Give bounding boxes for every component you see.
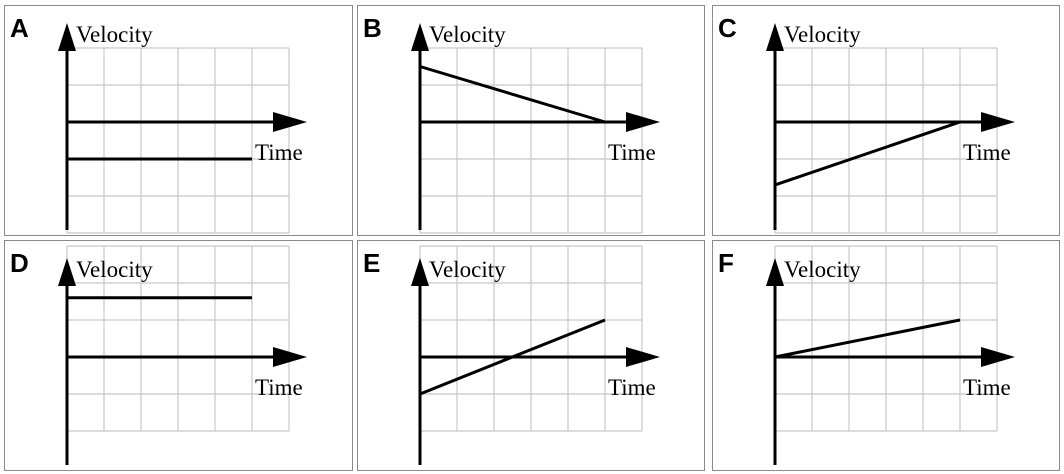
y-axis-arrowhead	[58, 23, 76, 51]
y-axis-arrowhead	[766, 258, 784, 286]
x-axis-label: Time	[963, 375, 1011, 400]
x-axis-arrowhead	[273, 347, 307, 367]
panel-label: C	[718, 13, 737, 43]
velocity-line	[774, 120, 961, 187]
panel-label: E	[363, 248, 380, 278]
velocity-line	[774, 318, 961, 359]
y-axis-label: Velocity	[429, 257, 506, 282]
y-axis-label: Velocity	[76, 257, 153, 282]
panel-b: B Velocity Time	[357, 5, 705, 236]
panel-label: D	[10, 248, 29, 278]
y-axis-label: Velocity	[76, 22, 153, 47]
x-axis-label: Time	[963, 140, 1011, 165]
panel-f: F Velocity Time	[712, 240, 1060, 471]
x-axis-label: Time	[255, 140, 303, 165]
x-axis-label: Time	[255, 375, 303, 400]
panel-label: B	[363, 13, 382, 43]
x-axis-arrowhead	[273, 112, 307, 132]
y-axis-label: Velocity	[784, 22, 861, 47]
x-axis-arrowhead	[981, 112, 1015, 132]
grid	[66, 245, 290, 432]
panel-c: C Velocity Time	[712, 5, 1060, 236]
panel-a: A Velocity Time	[4, 5, 353, 236]
y-axis-arrowhead	[411, 258, 429, 286]
y-axis-label: Velocity	[784, 257, 861, 282]
panel-e: E Velocity Time	[357, 240, 705, 471]
x-axis-label: Time	[608, 375, 656, 400]
velocity-line	[419, 65, 606, 124]
panel-label: F	[718, 248, 734, 278]
x-axis-arrowhead	[981, 347, 1015, 367]
x-axis-arrowhead	[626, 347, 660, 367]
y-axis-arrowhead	[411, 23, 429, 51]
grid	[419, 47, 643, 234]
y-axis-arrowhead	[58, 258, 76, 286]
y-axis-label: Velocity	[429, 22, 506, 47]
velocity-line	[419, 318, 606, 396]
panel-label: A	[10, 13, 29, 43]
x-axis-arrowhead	[626, 112, 660, 132]
x-axis-label: Time	[608, 140, 656, 165]
y-axis-arrowhead	[766, 23, 784, 51]
panel-d: D Velocity Time	[4, 240, 353, 471]
